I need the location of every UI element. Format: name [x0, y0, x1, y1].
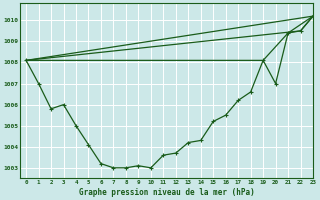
X-axis label: Graphe pression niveau de la mer (hPa): Graphe pression niveau de la mer (hPa)	[79, 188, 254, 197]
